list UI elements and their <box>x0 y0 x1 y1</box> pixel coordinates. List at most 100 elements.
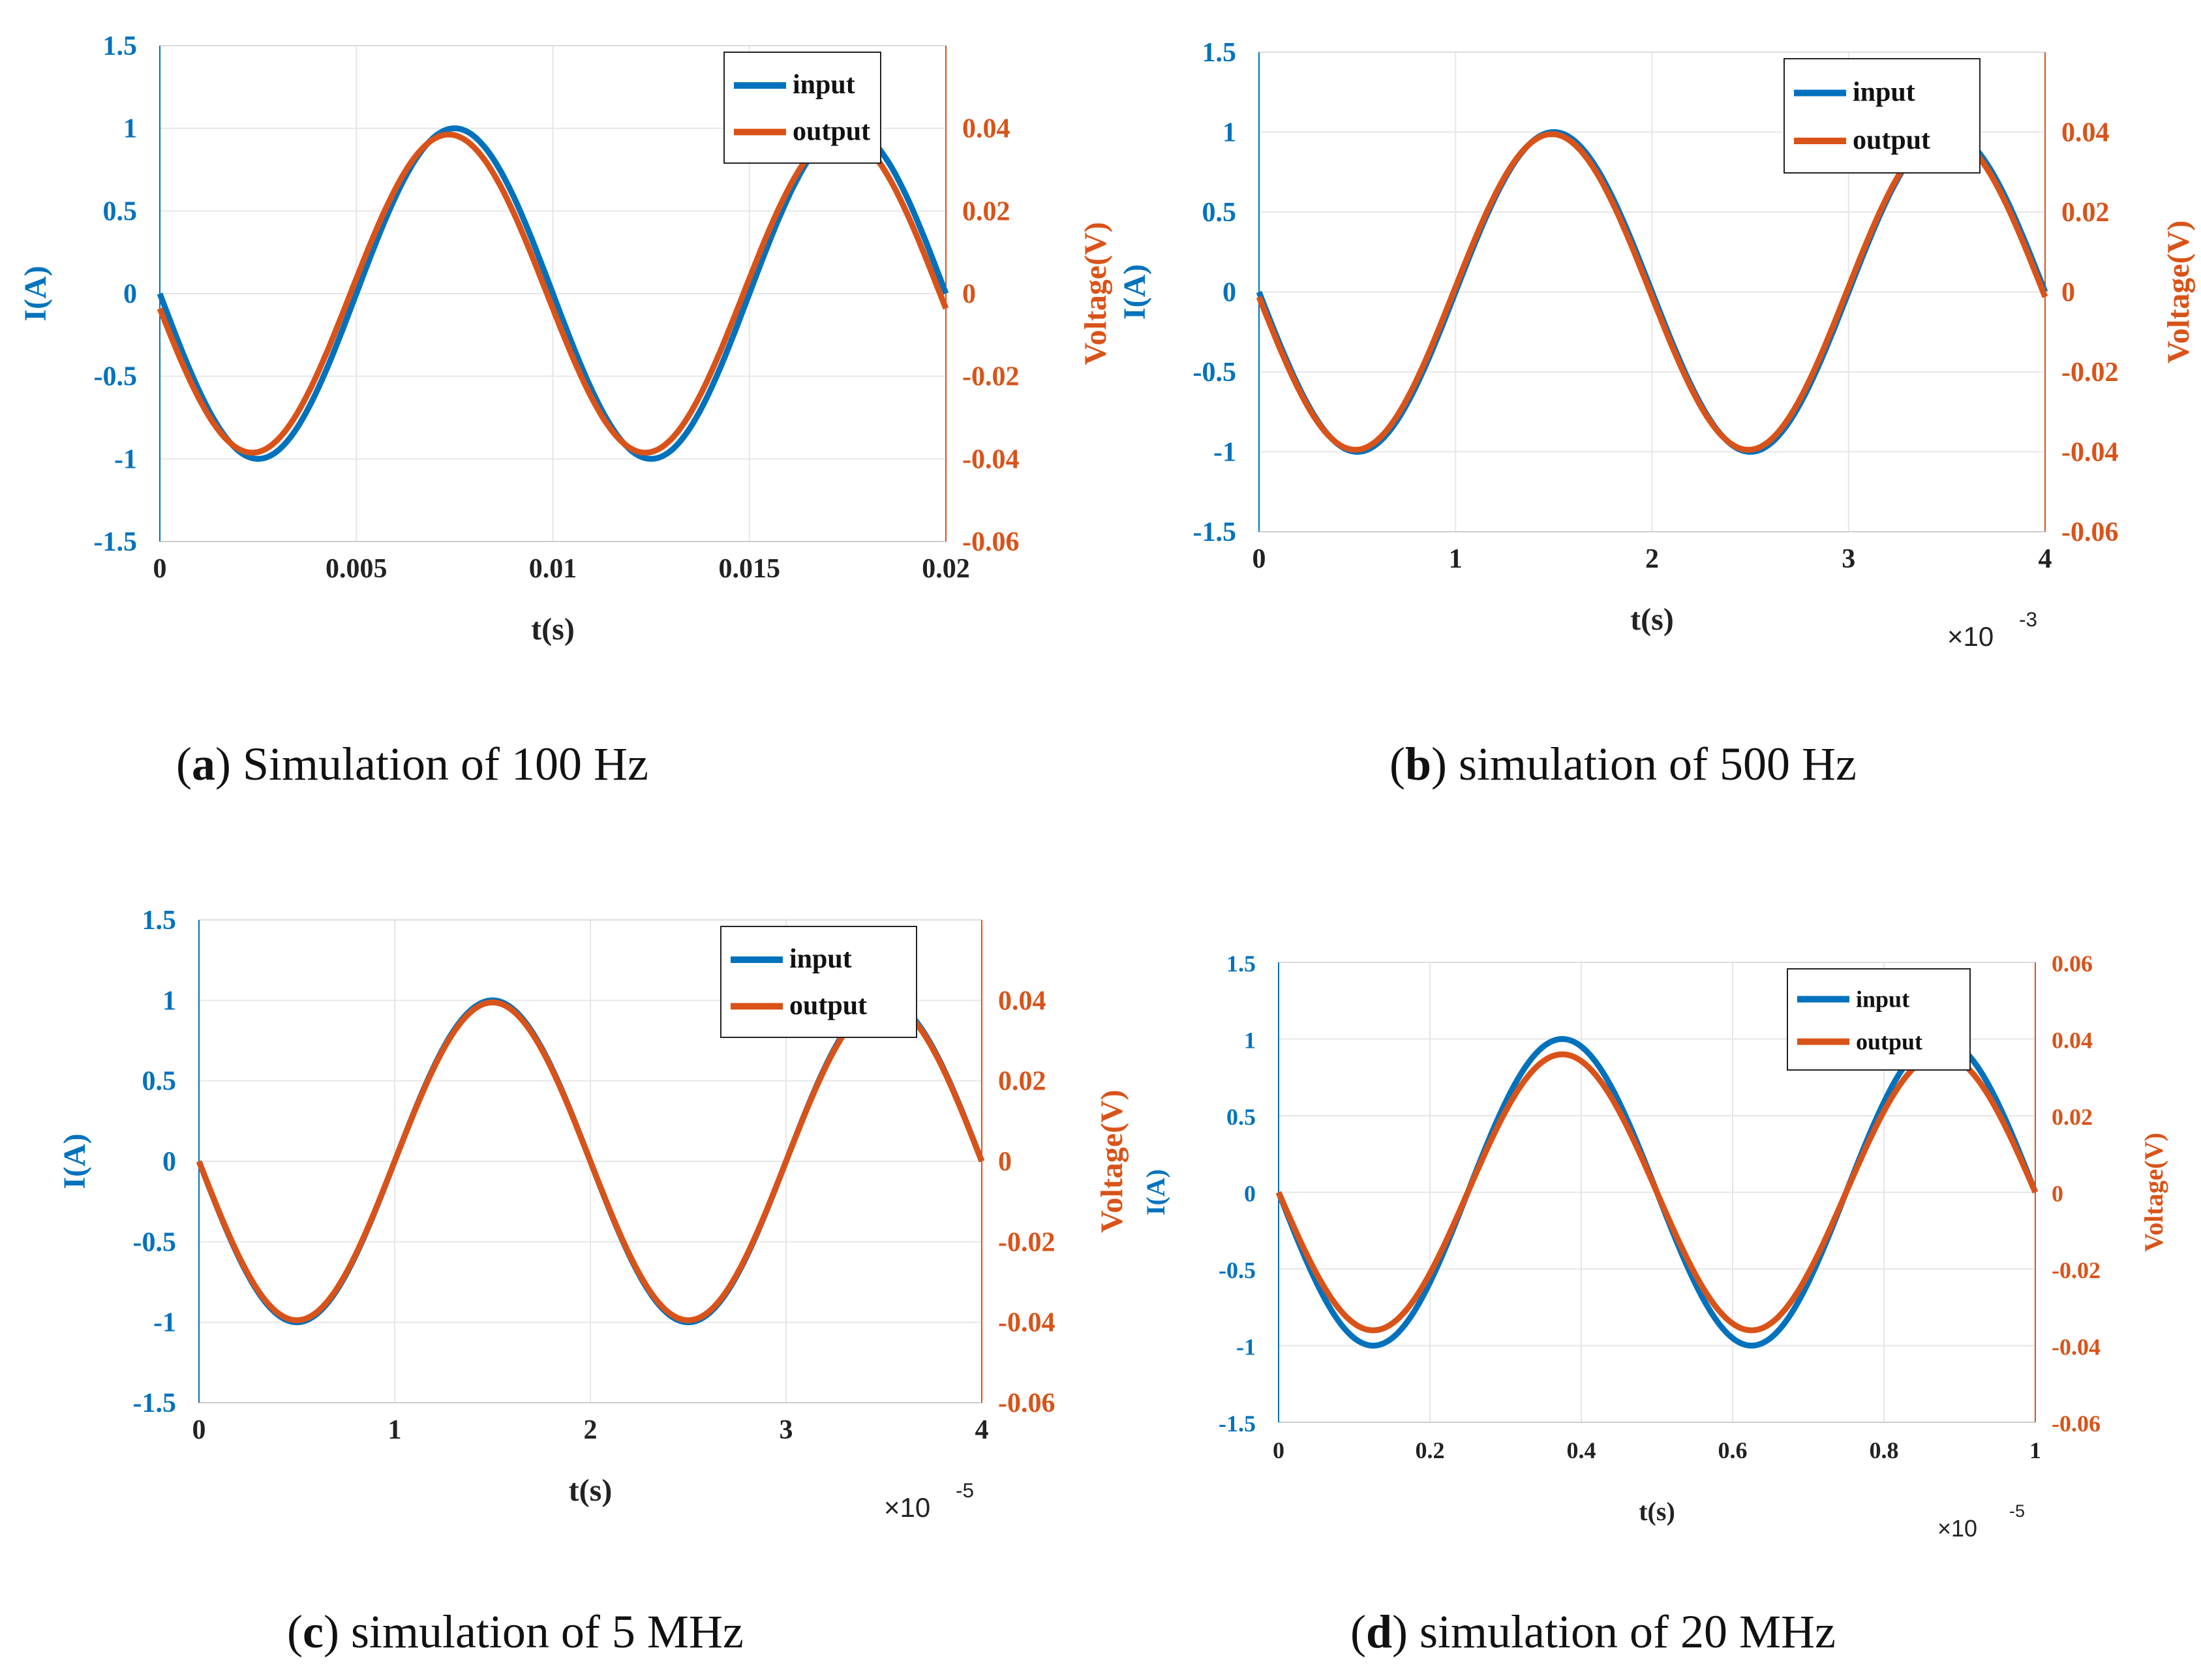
caption-c: (c) simulation of 5 MHz <box>287 1606 744 1658</box>
x-tick-label: 0 <box>1273 1437 1284 1463</box>
x-tick-label: 2 <box>584 1415 598 1445</box>
x-tick-label: 0.005 <box>326 554 387 584</box>
left-y-axis-label: I(A) <box>18 266 53 321</box>
left-y-tick-label: -1.5 <box>1193 517 1237 547</box>
left-y-tick-label: 1 <box>123 114 137 144</box>
left-y-tick-label: 1 <box>1244 1028 1256 1054</box>
right-y-axis-label: Voltage(V) <box>1078 222 1113 365</box>
right-y-tick-label: -0.02 <box>998 1227 1055 1257</box>
left-y-tick-label: 0 <box>162 1147 176 1177</box>
right-y-tick-label: -0.06 <box>2061 517 2119 547</box>
legend-label-output: output <box>1853 125 1930 155</box>
left-y-tick-label: -1 <box>1213 438 1236 468</box>
x-tick-label: 0.02 <box>922 554 970 584</box>
right-y-tick-label: 0.04 <box>2061 118 2110 148</box>
left-y-tick-label: -1 <box>1236 1334 1256 1360</box>
caption-a-letter: a <box>191 738 215 790</box>
legend-box <box>1787 968 1971 1071</box>
caption-b-text: simulation of 500 Hz <box>1459 738 1857 790</box>
left-y-axis-label: I(A) <box>57 1133 92 1189</box>
left-y-tick-label: 0 <box>1244 1181 1256 1207</box>
caption-a-text: Simulation of 100 Hz <box>242 738 648 790</box>
legend-label-input: input <box>1856 986 1909 1013</box>
caption-b: (b) simulation of 500 Hz <box>1389 738 1857 790</box>
x-exponent-power: -5 <box>956 1478 974 1502</box>
right-y-axis-label: Voltage(V) <box>1095 1090 1129 1233</box>
left-y-tick-label: 0.5 <box>1202 198 1237 228</box>
right-y-tick-label: -0.06 <box>2052 1411 2101 1437</box>
right-y-tick-label: -0.02 <box>2052 1257 2101 1283</box>
left-y-tick-label: -1.5 <box>133 1388 177 1418</box>
x-tick-label: 0.2 <box>1416 1437 1445 1463</box>
left-y-tick-label: 0 <box>1222 278 1236 308</box>
left-y-tick-label: -0.5 <box>1219 1257 1256 1283</box>
left-y-tick-label: 1.5 <box>1202 38 1237 68</box>
x-tick-label: 0 <box>1252 544 1266 574</box>
right-y-tick-label: 0.02 <box>962 196 1010 226</box>
right-y-axis-label: Voltage(V) <box>2139 1133 2168 1252</box>
right-y-tick-label: 0 <box>998 1147 1012 1177</box>
left-y-tick-label: 0.5 <box>103 196 138 226</box>
right-y-tick-label: -0.04 <box>2061 438 2119 468</box>
legend-label-input: input <box>793 70 855 100</box>
legend-label-output: output <box>1856 1029 1922 1055</box>
legend-label-output: output <box>789 990 867 1020</box>
left-y-tick-label: 1.5 <box>1226 951 1256 977</box>
x-axis-label: t(s) <box>569 1473 613 1508</box>
x-tick-label: 3 <box>1842 544 1855 574</box>
left-y-tick-label: 1.5 <box>142 906 177 936</box>
left-y-tick-label: -0.5 <box>94 362 138 392</box>
left-y-tick-label: -0.5 <box>1193 358 1237 388</box>
x-tick-label: 4 <box>2039 544 2052 574</box>
right-y-tick-label: -0.02 <box>962 362 1020 392</box>
caption-d: (d) simulation of 20 MHz <box>1350 1606 1836 1658</box>
chart-c: 0 1 2 3 4 -1.5 -1 -0.5 0 0.5 1 1.5 -0.06 -0.04 -0.02 0 0… <box>57 906 1129 1523</box>
legend-box <box>720 926 917 1038</box>
caption-d-text: simulation of 20 MHz <box>1419 1606 1836 1658</box>
legend-box <box>1784 58 1981 174</box>
left-y-tick-label: 1.5 <box>103 31 138 61</box>
right-y-tick-label: 0 <box>2061 278 2075 308</box>
right-y-tick-label: 0.06 <box>2052 951 2093 977</box>
right-y-axis-label: Voltage(V) <box>2161 221 2196 364</box>
x-axis-label: t(s) <box>1639 1497 1675 1526</box>
x-tick-label: 0.6 <box>1718 1437 1748 1463</box>
caption-c-text: simulation of 5 MHz <box>350 1606 744 1658</box>
x-tick-label: 0 <box>153 554 167 584</box>
legend-label-output: output <box>793 116 870 146</box>
chart-b: 0 1 2 3 4 -1.5 -1 -0.5 0 0.5 1 1.5 -0.06 -0.04 -0.02 0 0… <box>1117 38 2196 652</box>
x-tick-label: 3 <box>780 1415 793 1445</box>
x-tick-label: 1 <box>388 1415 402 1445</box>
caption-d-letter: d <box>1365 1606 1393 1658</box>
x-tick-label: 0.015 <box>719 554 781 584</box>
x-tick-label: 0 <box>192 1415 206 1445</box>
chart-a: 0 0.005 0.01 0.015 0.02 -1.5 -1 -0.5 0 0.5 1 1.5 -0.… <box>18 31 1113 647</box>
right-y-tick-label: 0.04 <box>998 986 1046 1016</box>
left-y-tick-label: 0.5 <box>142 1067 177 1097</box>
right-y-tick-label: -0.04 <box>962 444 1020 474</box>
x-tick-label: 1 <box>2029 1437 2041 1463</box>
left-y-tick-label: -0.5 <box>133 1227 177 1257</box>
right-y-tick-label: -0.06 <box>962 527 1020 557</box>
right-y-tick-label: -0.02 <box>2061 358 2119 388</box>
x-exponent-base: ×10 <box>884 1492 930 1523</box>
series-line-output <box>1275 1051 2039 1334</box>
right-y-tick-label: 0.04 <box>962 114 1010 144</box>
left-y-axis-label: I(A) <box>1117 264 1152 320</box>
right-y-tick-label: 0.04 <box>2052 1028 2093 1054</box>
x-axis-label: t(s) <box>531 612 575 647</box>
chart-d: 0 0.2 0.4 0.6 0.8 1 -1.5 -1 -0.5 0 0.5 1 1.5 -0.06 -0.… <box>1141 951 2168 1542</box>
x-exponent-power: -3 <box>2019 607 2037 631</box>
x-tick-label: 4 <box>975 1415 989 1445</box>
legend-box <box>723 52 881 164</box>
x-tick-label: 0.8 <box>1870 1437 1899 1463</box>
left-y-tick-label: -1 <box>114 444 137 474</box>
x-exponent-base: ×10 <box>1937 1515 1977 1542</box>
x-tick-label: 1 <box>1449 544 1463 574</box>
x-exponent-base: ×10 <box>1947 621 1994 652</box>
caption-a: (a) Simulation of 100 Hz <box>176 738 648 790</box>
right-y-tick-label: 0.02 <box>998 1067 1046 1097</box>
left-y-tick-label: 1 <box>1222 118 1236 148</box>
left-y-tick-label: -1 <box>153 1308 176 1338</box>
left-y-tick-label: 0 <box>123 279 137 309</box>
